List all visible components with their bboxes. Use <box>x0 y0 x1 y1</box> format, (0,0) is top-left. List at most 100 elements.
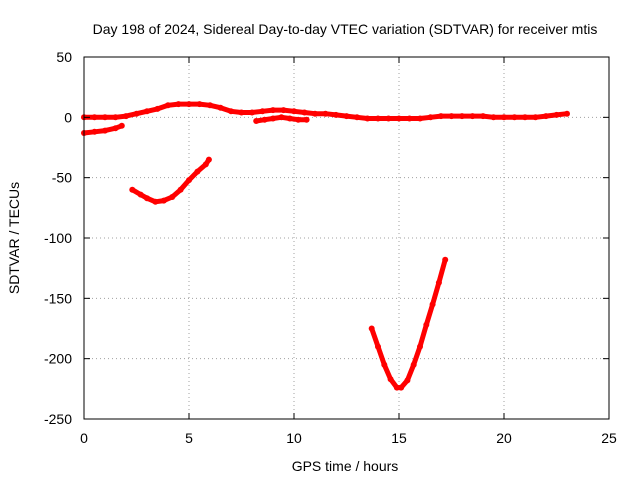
x-tick-label: 5 <box>185 430 193 446</box>
data-point <box>301 109 308 116</box>
data-point <box>186 177 192 184</box>
data-point <box>368 325 375 332</box>
data-point <box>393 384 400 391</box>
data-point <box>364 115 371 122</box>
data-point <box>137 191 144 198</box>
data-point <box>442 256 449 263</box>
data-point <box>177 186 184 193</box>
data-point <box>123 113 129 120</box>
plot-frame <box>83 56 610 420</box>
y-tick-label: 0 <box>64 109 72 125</box>
data-point <box>406 115 413 122</box>
data-point <box>253 118 260 124</box>
data-point <box>398 384 405 391</box>
data-point <box>270 107 276 114</box>
data-point <box>417 343 423 350</box>
data-point <box>160 197 167 204</box>
data-point <box>480 113 486 120</box>
data-point <box>553 111 560 118</box>
data-point <box>259 108 266 115</box>
y-tick-label: -50 <box>52 170 72 186</box>
data-point <box>144 108 150 115</box>
chart-title: Day 198 of 2024, Sidereal Day-to-day VTE… <box>93 21 598 37</box>
y-tick-label: -150 <box>44 290 72 306</box>
data-point <box>501 114 507 121</box>
data-point <box>490 114 497 121</box>
data-point <box>417 115 423 122</box>
y-tick-label: -100 <box>44 230 72 246</box>
data-point <box>511 114 518 121</box>
data-point <box>194 168 201 175</box>
data-point <box>186 101 192 108</box>
data-point <box>238 109 245 116</box>
data-point <box>152 198 159 205</box>
data-point <box>423 321 430 328</box>
data-point <box>291 108 297 115</box>
y-tick-label: -200 <box>44 351 72 367</box>
data-point <box>343 113 350 120</box>
data-point <box>333 111 339 118</box>
data-point <box>522 114 528 121</box>
data-point <box>102 127 108 134</box>
data-point <box>144 195 150 202</box>
data-point <box>312 110 318 117</box>
data-point <box>387 376 394 383</box>
data-point <box>112 125 119 132</box>
data-point <box>564 110 570 117</box>
x-tick-label: 20 <box>496 430 512 446</box>
data-point <box>404 377 411 384</box>
data-point <box>381 361 388 368</box>
data-point <box>322 110 329 117</box>
y-axis-label: SDTVAR / TECUs <box>6 182 22 294</box>
axis-ticks: 0 5 10 15 20 25 -250 -200 -150 -100 -50 0 50 <box>44 49 617 446</box>
data-point <box>385 115 392 122</box>
data-point <box>410 361 417 368</box>
data-point <box>207 102 213 109</box>
data-point <box>280 107 287 114</box>
data-point <box>286 115 293 122</box>
data-point <box>249 109 255 116</box>
y-tick-label: -250 <box>44 411 72 427</box>
data-point <box>543 113 549 120</box>
x-axis-label: GPS time / hours <box>292 458 399 474</box>
data-point <box>448 113 455 120</box>
x-tick-label: 15 <box>391 430 407 446</box>
data-point <box>375 115 381 122</box>
data-point <box>354 114 360 121</box>
x-tick-label: 25 <box>601 430 617 446</box>
data-point <box>102 114 108 121</box>
series-layer <box>81 101 570 391</box>
data-point <box>91 128 98 135</box>
data-point <box>202 161 209 168</box>
data-point <box>228 108 234 115</box>
data-point <box>196 101 203 108</box>
x-tick-label: 10 <box>286 430 302 446</box>
data-point <box>278 114 285 121</box>
data-point <box>435 279 442 286</box>
data-point <box>438 113 444 120</box>
data-point <box>270 115 276 122</box>
y-tick-label: 50 <box>56 49 72 65</box>
data-point <box>261 116 268 123</box>
data-point <box>303 116 310 123</box>
data-point <box>129 186 136 193</box>
data-point <box>205 156 212 163</box>
data-point <box>118 122 125 129</box>
data-point <box>165 102 171 109</box>
data-point <box>217 104 224 111</box>
data-point <box>295 116 302 123</box>
data-point <box>429 301 436 308</box>
series-line-5 <box>369 257 448 391</box>
x-tick-label: 0 <box>80 430 88 446</box>
data-point <box>532 114 539 121</box>
data-point <box>91 114 98 121</box>
data-point <box>375 343 381 350</box>
data-point <box>469 113 476 120</box>
grid-lines <box>84 57 609 419</box>
data-point <box>175 101 182 108</box>
data-point <box>459 113 465 120</box>
data-point <box>427 114 434 121</box>
data-point <box>133 110 140 117</box>
data-point <box>396 115 402 122</box>
